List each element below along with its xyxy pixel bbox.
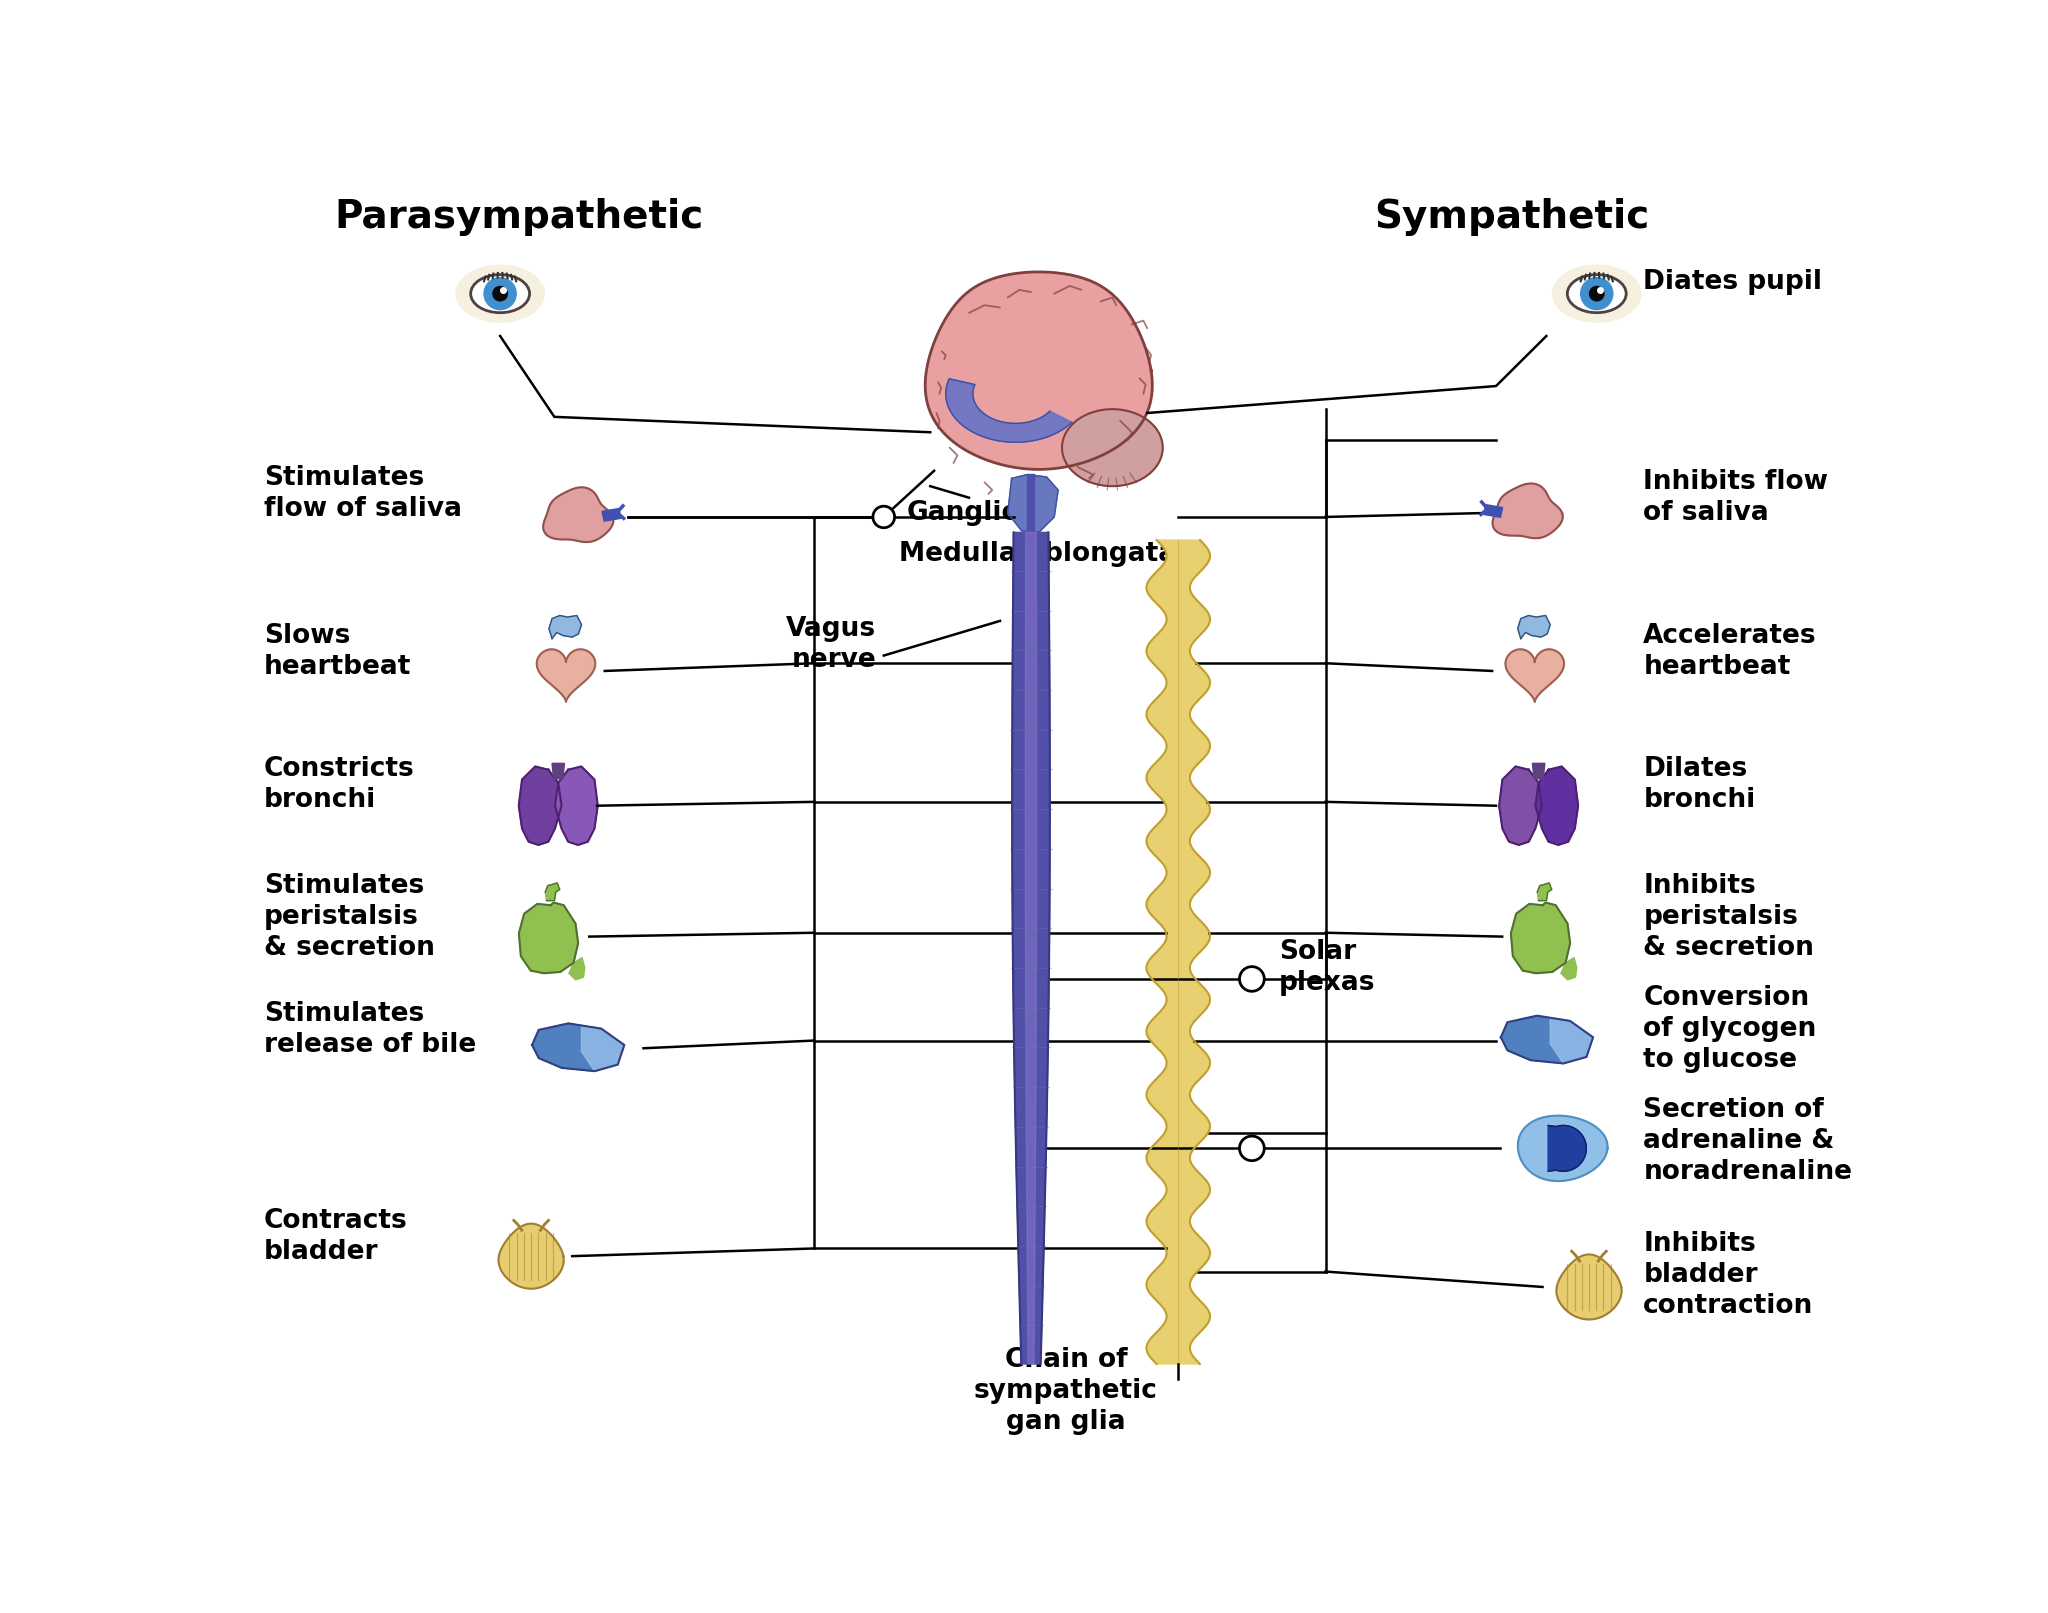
Polygon shape [498, 1224, 563, 1289]
Text: Stimulates
release of bile: Stimulates release of bile [264, 1000, 475, 1058]
Polygon shape [1026, 532, 1036, 1365]
Polygon shape [1548, 1126, 1587, 1171]
Polygon shape [1483, 505, 1503, 518]
Ellipse shape [471, 274, 530, 313]
Polygon shape [1499, 766, 1542, 845]
Polygon shape [1493, 484, 1563, 539]
Circle shape [1239, 1136, 1264, 1161]
Text: Stimulates
peristalsis
& secretion: Stimulates peristalsis & secretion [264, 873, 434, 961]
Text: Sympathetic: Sympathetic [1374, 198, 1649, 235]
Polygon shape [1501, 1016, 1593, 1063]
Polygon shape [555, 766, 598, 845]
Polygon shape [545, 882, 559, 900]
Text: Inhibits
peristalsis
& secretion: Inhibits peristalsis & secretion [1642, 873, 1815, 961]
Text: Inhibits
bladder
contraction: Inhibits bladder contraction [1642, 1231, 1812, 1319]
Text: Secretion of
adrenaline &
noradrenaline: Secretion of adrenaline & noradrenaline [1642, 1097, 1851, 1184]
Polygon shape [1538, 882, 1552, 900]
Ellipse shape [1567, 274, 1626, 313]
Circle shape [1589, 287, 1604, 302]
Text: Chain of
sympathetic
gan glia: Chain of sympathetic gan glia [975, 1347, 1157, 1436]
Polygon shape [1556, 1255, 1622, 1319]
Polygon shape [926, 273, 1153, 469]
Circle shape [872, 506, 895, 527]
Polygon shape [1008, 474, 1059, 532]
Polygon shape [1518, 616, 1550, 639]
Text: Ganglion: Ganglion [907, 500, 1040, 526]
Polygon shape [518, 903, 578, 973]
Polygon shape [1536, 766, 1579, 845]
Polygon shape [518, 766, 561, 845]
Text: Vagus
nerve: Vagus nerve [786, 616, 877, 673]
Circle shape [494, 287, 508, 302]
Polygon shape [1511, 903, 1571, 973]
Polygon shape [1550, 1018, 1593, 1063]
Polygon shape [543, 487, 614, 542]
Polygon shape [1518, 1116, 1608, 1181]
Text: Medulla oblongata: Medulla oblongata [899, 540, 1176, 566]
Circle shape [1581, 277, 1614, 310]
Ellipse shape [1552, 265, 1640, 323]
Text: Stimulates
flow of saliva: Stimulates flow of saliva [264, 466, 461, 523]
Text: Contracts
bladder: Contracts bladder [264, 1208, 408, 1266]
Circle shape [1239, 966, 1264, 992]
Polygon shape [1012, 532, 1051, 1365]
Text: Parasympathetic: Parasympathetic [336, 198, 705, 235]
Polygon shape [1561, 958, 1577, 979]
Polygon shape [549, 616, 582, 639]
Text: Accelerates
heartbeat: Accelerates heartbeat [1642, 623, 1817, 681]
Polygon shape [602, 508, 621, 521]
Text: Inhibits flow
of saliva: Inhibits flow of saliva [1642, 469, 1829, 526]
Text: Dilates
bronchi: Dilates bronchi [1642, 756, 1755, 813]
Text: Slows
heartbeat: Slows heartbeat [264, 623, 412, 681]
Ellipse shape [457, 265, 545, 323]
Polygon shape [532, 1023, 625, 1071]
Polygon shape [1147, 540, 1210, 1365]
Ellipse shape [1063, 410, 1163, 486]
Text: Solar
plexas: Solar plexas [1280, 939, 1376, 995]
Text: Conversion
of glycogen
to glucose: Conversion of glycogen to glucose [1642, 986, 1817, 1073]
Polygon shape [582, 1026, 625, 1071]
Polygon shape [537, 650, 596, 702]
Polygon shape [1505, 650, 1565, 702]
Polygon shape [569, 958, 586, 979]
Text: Diates pupil: Diates pupil [1642, 269, 1823, 295]
Polygon shape [553, 763, 565, 779]
Circle shape [483, 277, 516, 310]
Polygon shape [946, 379, 1071, 442]
Text: Constricts
bronchi: Constricts bronchi [264, 756, 414, 813]
Polygon shape [1532, 763, 1544, 779]
